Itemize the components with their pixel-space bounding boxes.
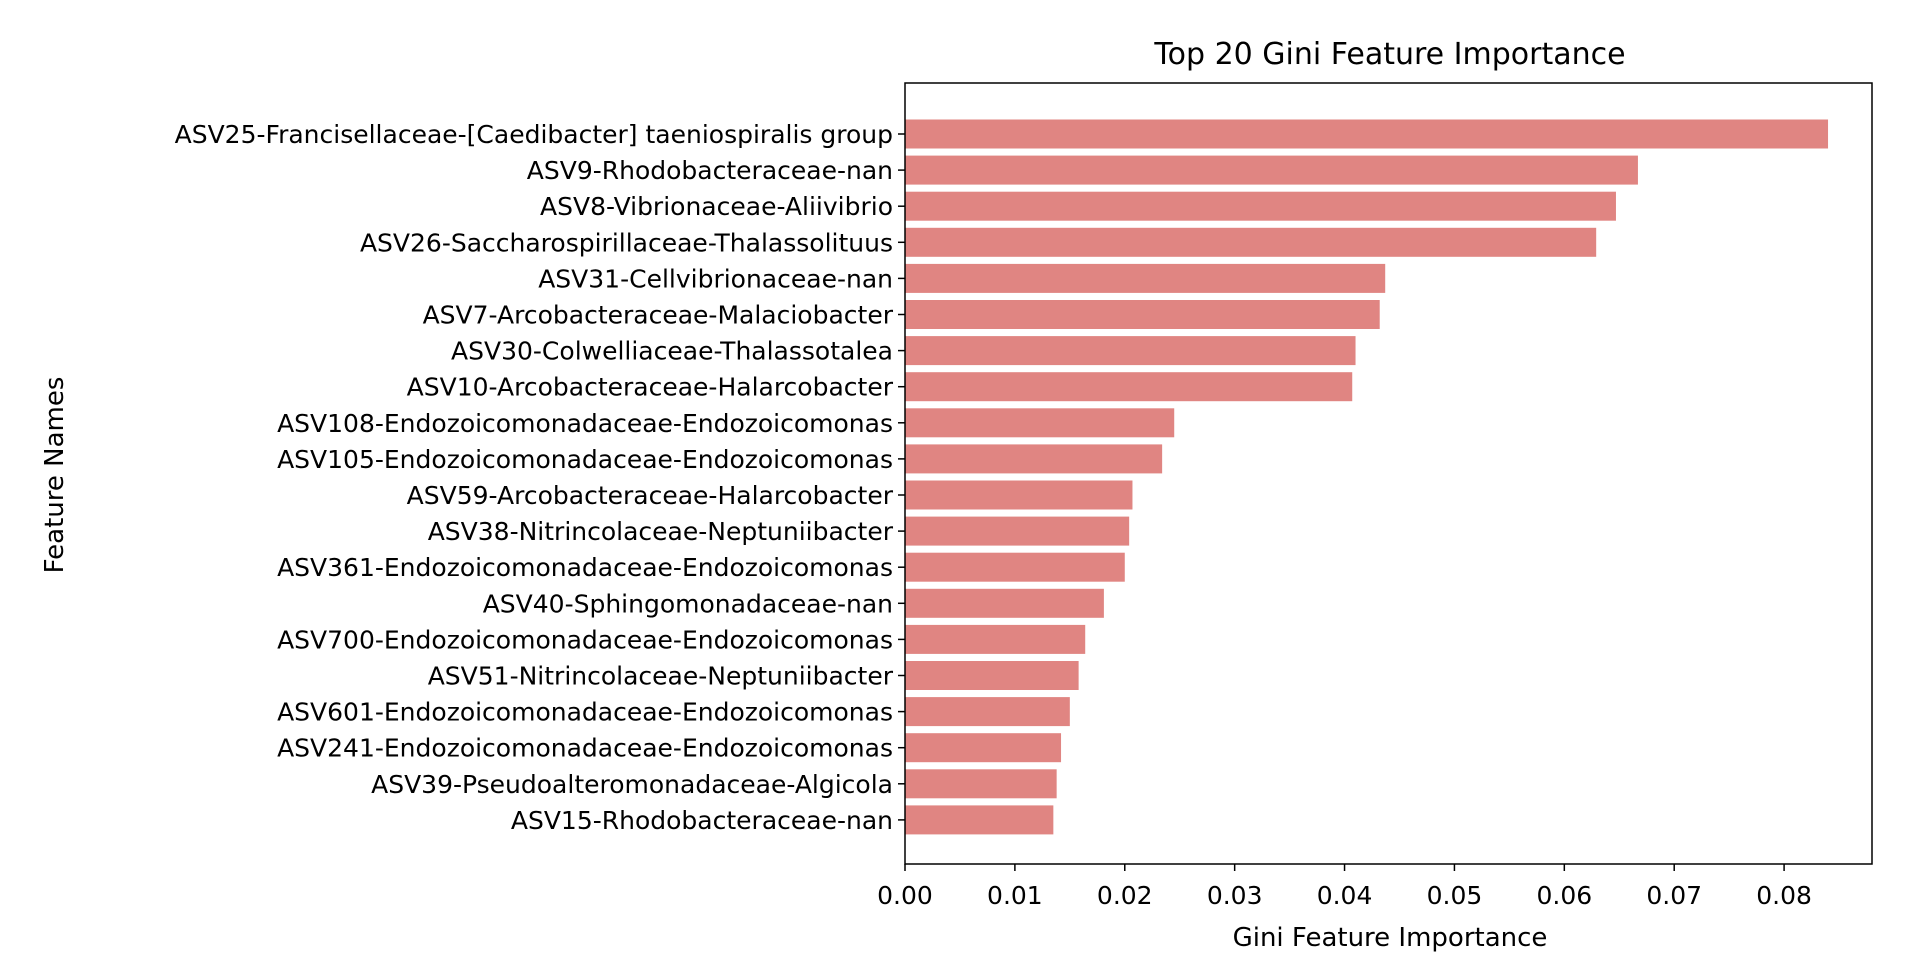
y-tick-label: ASV361-Endozoicomonadaceae-Endozoicomona…: [277, 553, 893, 582]
y-tick-label: ASV30-Colwelliaceae-Thalassotalea: [451, 337, 893, 366]
y-tick-label: ASV31-Cellvibrionaceae-nan: [538, 264, 893, 293]
bar: [905, 480, 1133, 510]
y-tick-label: ASV7-Arcobacteraceae-Malaciobacter: [423, 301, 894, 330]
plot-area-frame: [904, 82, 1873, 865]
bar: [905, 263, 1386, 293]
x-tick-label: 0.04: [1317, 881, 1373, 910]
y-tick-label: ASV59-Arcobacteraceae-Halarcobacter: [407, 481, 894, 510]
x-tick-label: 0.07: [1646, 881, 1702, 910]
x-tick-label: 0.03: [1207, 881, 1263, 910]
x-tick-label: 0.00: [877, 881, 933, 910]
bar: [905, 300, 1380, 329]
y-tick-label: ASV108-Endozoicomonadaceae-Endozoicomona…: [277, 409, 893, 438]
x-axis-label: Gini Feature Importance: [1233, 923, 1548, 953]
y-tick-label: ASV25-Francisellaceae-[Caedibacter] taen…: [175, 120, 893, 149]
bar: [905, 588, 1104, 618]
bar: [905, 408, 1175, 438]
y-tick-label: ASV601-Endozoicomonadaceae-Endozoicomona…: [277, 698, 893, 727]
y-tick-label: ASV40-Sphingomonadaceae-nan: [483, 589, 893, 618]
y-tick-label: ASV15-Rhodobacteraceae-nan: [511, 806, 893, 835]
x-tick-label: 0.01: [987, 881, 1043, 910]
bar: [905, 336, 1356, 366]
bar: [905, 516, 1130, 546]
x-tick-label: 0.05: [1427, 881, 1483, 910]
y-tick-labels: ASV25-Francisellaceae-[Caedibacter] taen…: [175, 120, 905, 835]
chart-title: Top 20 Gini Feature Importance: [1153, 37, 1625, 72]
bar: [905, 227, 1597, 257]
bar: [905, 444, 1163, 474]
y-tick-label: ASV10-Arcobacteraceae-Halarcobacter: [407, 373, 894, 402]
bar: [905, 552, 1125, 582]
bar: [905, 805, 1054, 835]
bar: [905, 624, 1086, 654]
bar: [905, 119, 1829, 149]
y-tick-label: ASV38-Nitrincolaceae-Neptuniibacter: [428, 517, 894, 546]
bars-group: [905, 119, 1829, 835]
bar: [905, 155, 1638, 185]
y-tick-label: ASV9-Rhodobacteraceae-nan: [527, 156, 893, 185]
y-tick-label: ASV26-Saccharospirillaceae-Thalassolituu…: [360, 228, 893, 257]
y-tick-label: ASV700-Endozoicomonadaceae-Endozoicomona…: [277, 625, 893, 654]
bar: [905, 661, 1079, 690]
y-tick-label: ASV51-Nitrincolaceae-Neptuniibacter: [428, 662, 894, 691]
bar: [905, 372, 1353, 402]
y-tick-label: ASV39-Pseudoalteromonadaceae-Algicola: [371, 770, 893, 799]
y-axis-label: Feature Names: [40, 377, 70, 574]
bar: [905, 769, 1057, 799]
x-tick-label: 0.06: [1536, 881, 1592, 910]
bar: [905, 697, 1070, 727]
x-tick-label: 0.02: [1097, 881, 1153, 910]
y-tick-label: ASV8-Vibrionaceae-Aliivibrio: [540, 192, 893, 221]
y-tick-label: ASV105-Endozoicomonadaceae-Endozoicomona…: [277, 445, 893, 474]
bar: [905, 733, 1062, 763]
x-tick-label: 0.08: [1756, 881, 1812, 910]
bar: [905, 191, 1616, 221]
y-tick-label: ASV241-Endozoicomonadaceae-Endozoicomona…: [277, 734, 893, 763]
x-ticks: 0.00 0.01 0.02 0.03 0.04 0.05 0.06 0.07 0.08: [877, 864, 1812, 910]
